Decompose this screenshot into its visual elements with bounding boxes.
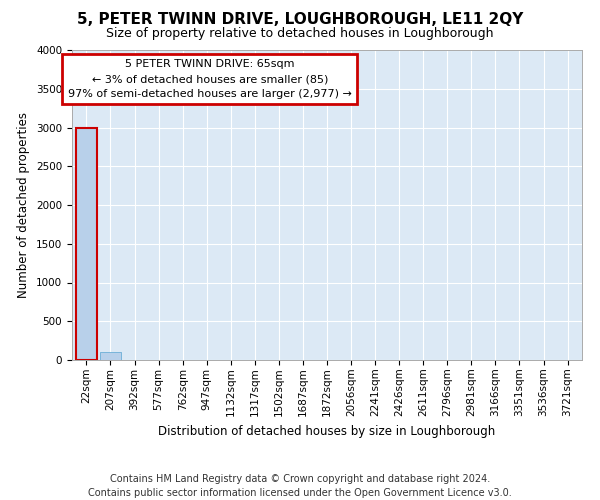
Y-axis label: Number of detached properties: Number of detached properties	[17, 112, 31, 298]
Bar	[76, 128, 97, 360]
Text: Contains HM Land Registry data © Crown copyright and database right 2024.
Contai: Contains HM Land Registry data © Crown c…	[88, 474, 512, 498]
Text: Size of property relative to detached houses in Loughborough: Size of property relative to detached ho…	[106, 28, 494, 40]
X-axis label: Distribution of detached houses by size in Loughborough: Distribution of detached houses by size …	[158, 424, 496, 438]
Text: 5, PETER TWINN DRIVE, LOUGHBOROUGH, LE11 2QY: 5, PETER TWINN DRIVE, LOUGHBOROUGH, LE11…	[77, 12, 523, 28]
Text: 5 PETER TWINN DRIVE: 65sqm
← 3% of detached houses are smaller (85)
97% of semi-: 5 PETER TWINN DRIVE: 65sqm ← 3% of detac…	[68, 60, 352, 99]
Bar	[100, 352, 121, 360]
